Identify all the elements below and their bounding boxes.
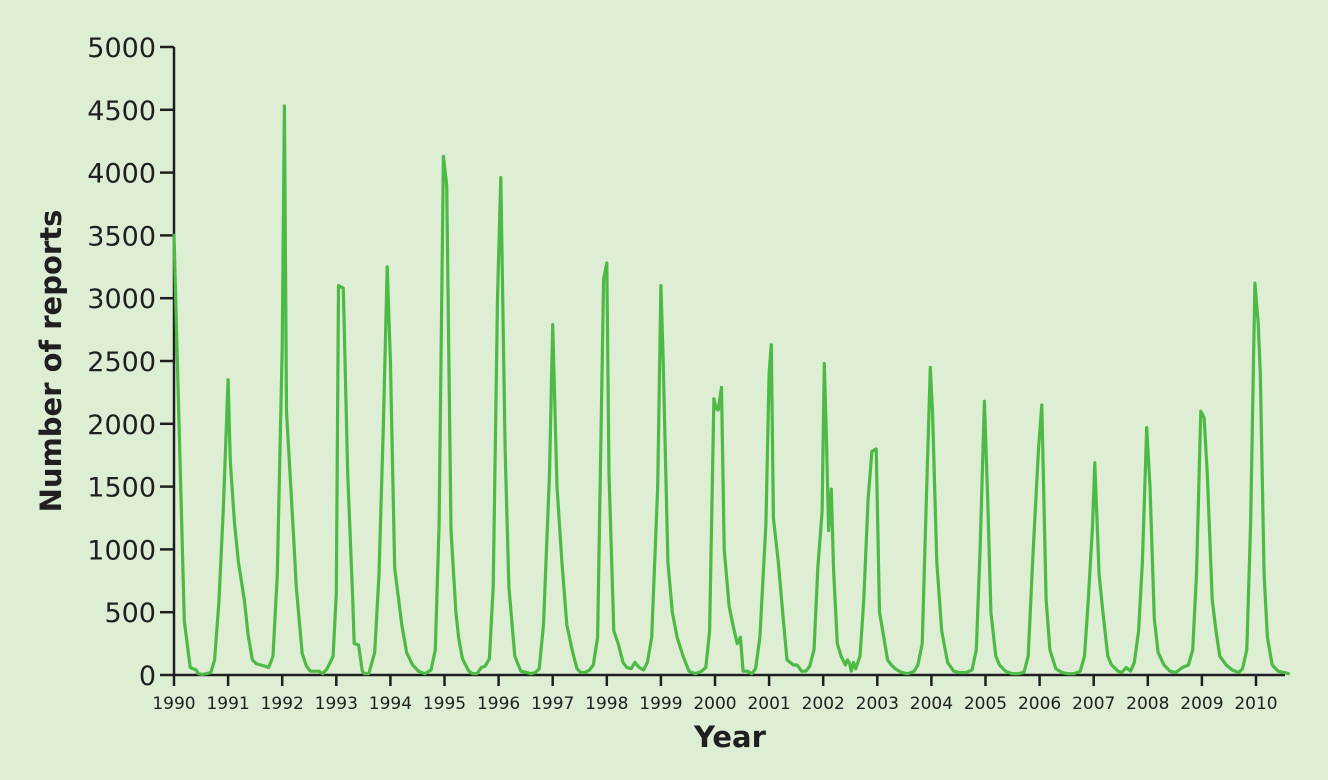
series-line xyxy=(172,104,1291,676)
x-tick-label: 2001 xyxy=(747,694,790,714)
x-tick-label: 2003 xyxy=(856,694,899,714)
y-tick-label: 4000 xyxy=(87,159,156,190)
x-axis-title: Year xyxy=(693,720,767,754)
x-tick-label: 2008 xyxy=(1126,694,1169,714)
x-tick-label: 2010 xyxy=(1234,694,1277,714)
y-tick-label: 500 xyxy=(104,598,156,629)
x-tick-label: 1995 xyxy=(423,694,466,714)
x-tick-label: 2006 xyxy=(1018,694,1061,714)
x-tick-label: 2007 xyxy=(1072,694,1115,714)
x-tick-label: 1991 xyxy=(206,694,249,714)
y-tick-label: 5000 xyxy=(87,33,156,64)
y-tick-label: 2000 xyxy=(87,410,156,441)
y-axis-ticks: 0 500 1000 1500 2000 2500 3000 3500 4000 4500 5000 xyxy=(87,33,174,692)
x-tick-label: 1996 xyxy=(477,694,520,714)
x-tick-label: 1993 xyxy=(315,694,358,714)
x-tick-label: 1998 xyxy=(585,694,628,714)
y-tick-label: 1000 xyxy=(87,535,156,566)
y-tick-label: 4500 xyxy=(87,96,156,127)
x-tick-label: 1990 xyxy=(152,694,195,714)
x-tick-label: 2004 xyxy=(910,694,953,714)
y-tick-label: 2500 xyxy=(87,347,156,378)
y-tick-label: 0 xyxy=(139,661,156,692)
x-tick-label: 2005 xyxy=(964,694,1007,714)
x-tick-label: 2009 xyxy=(1180,694,1223,714)
x-tick-label: 1992 xyxy=(261,694,304,714)
y-tick-label: 3000 xyxy=(87,284,156,315)
x-tick-label: 2000 xyxy=(693,694,736,714)
y-axis-title: Number of reports xyxy=(34,210,68,513)
x-axis-ticks: 1990 1991 1992 1993 1994 1995 1996 1997 1998 1999… xyxy=(152,675,1278,714)
y-tick-label: 1500 xyxy=(87,473,156,504)
x-tick-label: 1999 xyxy=(639,694,682,714)
x-tick-label: 2002 xyxy=(802,694,845,714)
x-tick-label: 1997 xyxy=(531,694,574,714)
x-tick-label: 1994 xyxy=(369,694,412,714)
y-tick-label: 3500 xyxy=(87,221,156,252)
